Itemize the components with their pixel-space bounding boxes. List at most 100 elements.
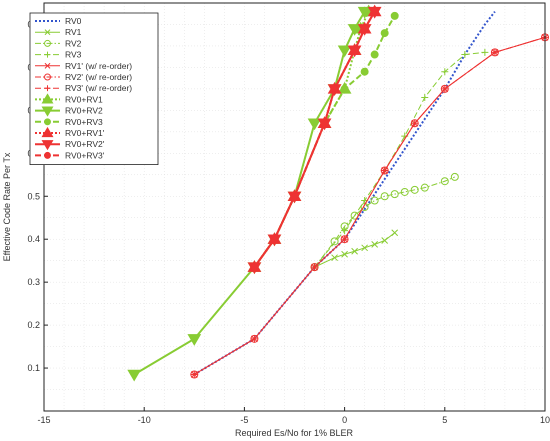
x-marker: [361, 244, 368, 252]
legend-label: RV0+RV1': [65, 128, 105, 138]
triangle-down-marker: [357, 6, 372, 19]
legend-item: RV3: [35, 50, 82, 60]
x-axis-label: Required Es/No for 1% BLER: [235, 428, 354, 438]
series-line: [314, 176, 456, 268]
plus-marker: [341, 227, 349, 235]
series-8: [127, 6, 372, 382]
filled-circle-marker: [370, 7, 379, 16]
legend-label: RV0+RV2: [65, 106, 103, 116]
y-tick-label: 0.4: [27, 234, 40, 244]
plus-marker: [190, 370, 198, 378]
x-tick-label: 10: [540, 415, 550, 425]
plus-marker: [441, 85, 449, 93]
filled-circle-marker: [340, 84, 349, 93]
legend-label: RV0: [65, 16, 82, 26]
legend-item: RV0+RV2': [35, 139, 105, 151]
plus-marker: [44, 85, 51, 92]
legend-box: [29, 12, 159, 166]
series-layer: [127, 4, 549, 382]
circle-marker: [370, 196, 379, 205]
triangle-down-marker: [41, 140, 54, 151]
y-tick-label: 0.2: [27, 320, 40, 330]
circle-marker: [44, 39, 51, 47]
grid: [43, 2, 546, 411]
x-marker: [44, 29, 51, 36]
legend-label: RV0+RV2': [65, 139, 105, 149]
filled-circle-marker: [44, 118, 51, 126]
x-tick-label: -15: [37, 415, 50, 425]
filled-circle-marker: [350, 46, 359, 55]
plus-marker: [481, 48, 489, 56]
series-line: [314, 232, 396, 268]
series-5: [190, 33, 549, 379]
filled-circle-marker: [330, 84, 339, 93]
triangle-down-marker: [187, 334, 202, 346]
triangle-down-marker: [41, 106, 54, 117]
legend-item: RV1' (w/ re-order): [35, 61, 132, 71]
legend-item: RV0+RV3: [35, 117, 103, 127]
series-2: [310, 172, 459, 272]
legend-item: RV0+RV1': [35, 126, 105, 138]
legend-label: RV3: [65, 50, 82, 60]
circle-marker: [400, 187, 409, 196]
x-marker: [371, 241, 379, 248]
filled-circle-marker: [290, 192, 299, 201]
filled-circle-marker: [360, 24, 369, 33]
x-tick-label: 5: [442, 415, 447, 425]
plus-marker: [250, 335, 258, 343]
plus-marker: [311, 263, 319, 271]
x-tick-label: -10: [138, 415, 151, 425]
series-line: [194, 36, 546, 375]
y-tick-label: 0.3: [27, 277, 40, 287]
plus-marker: [491, 48, 499, 56]
legend-item: RV0: [35, 16, 82, 26]
filled-circle-marker: [390, 11, 399, 20]
series-line: [194, 36, 546, 375]
x-marker: [44, 62, 51, 69]
filled-circle-marker: [320, 119, 329, 128]
filled-circle-marker: [380, 29, 389, 38]
x-tick-label: 0: [342, 415, 347, 425]
legend-label: RV0+RV3': [65, 150, 105, 160]
x-marker: [381, 237, 389, 244]
x-marker: [341, 250, 348, 258]
legend-label: RV3' (w/ re-order): [65, 83, 132, 93]
triangle-down-marker: [307, 118, 322, 131]
circle-marker: [390, 190, 399, 199]
circle-marker: [420, 183, 429, 192]
x-marker: [331, 254, 338, 262]
series-line: [314, 51, 485, 268]
legend-label: RV2: [65, 38, 82, 48]
plot-frame: [43, 2, 546, 412]
legend-label: RV2' (w/ re-order): [65, 72, 132, 82]
legend-label: RV0+RV3: [65, 117, 103, 127]
plus-marker: [411, 119, 419, 127]
legend-label: RV0+RV1: [65, 94, 103, 104]
y-tick-label: 0.1: [27, 363, 40, 373]
legend-item: RV1: [35, 27, 82, 37]
triangle-down-marker: [127, 369, 142, 382]
circle-marker: [450, 172, 459, 181]
plus-marker: [341, 235, 349, 243]
x-tick-label: -5: [240, 415, 248, 425]
triangle-up-marker: [41, 93, 54, 104]
legend-label: RV1: [65, 27, 82, 37]
series-12: [250, 7, 379, 272]
legend-item: RV3' (w/ re-order): [35, 83, 132, 93]
triangle-up-marker: [41, 126, 54, 138]
plus-marker: [44, 51, 51, 58]
series-6: [190, 33, 549, 378]
series-line: [133, 11, 366, 376]
triangle-down-marker: [337, 45, 352, 58]
triangle-down-marker: [347, 24, 362, 36]
filled-circle-marker: [250, 263, 259, 272]
circle-marker: [440, 177, 449, 186]
y-axis-label: Effective Code Rate Per Tx: [2, 152, 12, 261]
series-4: [190, 34, 549, 378]
legend-label: RV1' (w/ re-order): [65, 61, 132, 71]
filled-circle-marker: [270, 235, 279, 244]
y-tick-label: 0.5: [27, 191, 40, 201]
circle-marker: [330, 237, 339, 246]
